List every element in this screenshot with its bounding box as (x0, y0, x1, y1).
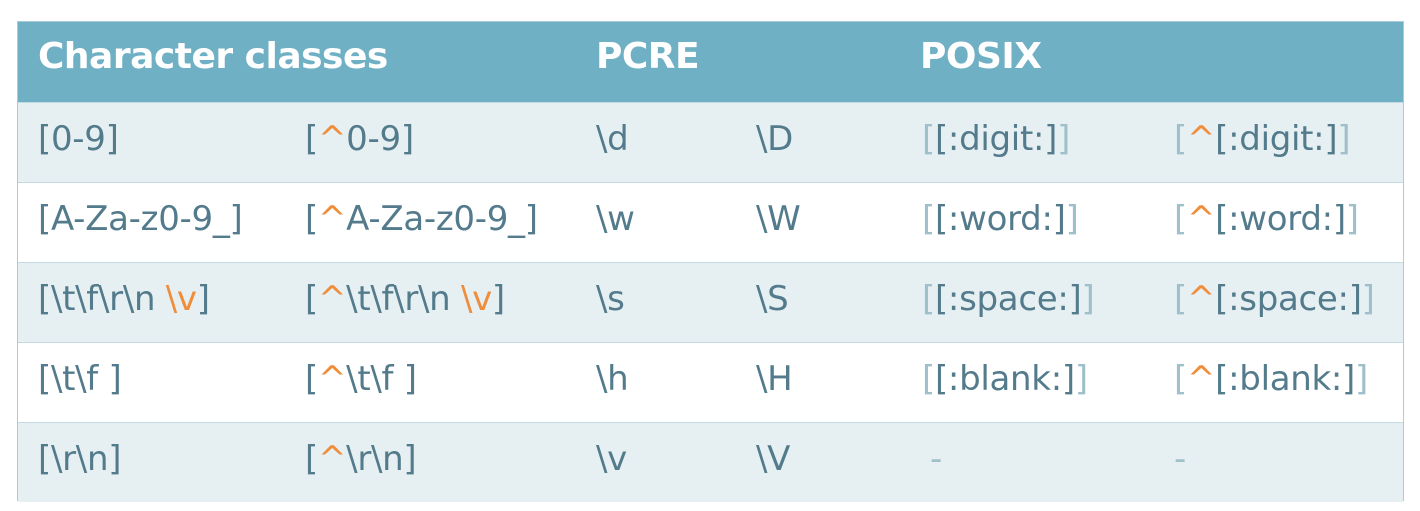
table-row: [\t\f ] [^\t\f ] \h \H [[:blank:]] [^[:b… (18, 342, 1403, 422)
negated-class-cell: [^\t\f ] (305, 359, 417, 399)
posix-negated-cell: [^[:space:]] (1174, 279, 1375, 319)
caret: ^ (1186, 199, 1216, 239)
caret: ^ (1186, 359, 1216, 399)
pcre-cell: \v (596, 439, 627, 479)
posix-negated-cell: [^[:blank:]] (1174, 359, 1368, 399)
header-pcre: PCRE (596, 36, 700, 77)
caret: ^ (1186, 279, 1216, 319)
caret: ^ (317, 359, 347, 399)
posix-negated-cell: [^[:digit:]] (1174, 119, 1351, 159)
negated-class-cell: [^\r\n] (305, 439, 417, 479)
pcre-cell: \h (596, 359, 629, 399)
pcre-negated-cell: \V (756, 439, 791, 479)
character-classes-table: Character classes PCRE POSIX [0-9] [^0-9… (17, 21, 1404, 502)
table-row: [0-9] [^0-9] \d \D [[:digit:]] [^[:digit… (18, 102, 1403, 182)
posix-cell: [[:word:]] (922, 199, 1079, 239)
caret: ^ (317, 439, 347, 479)
pcre-cell: \w (596, 199, 635, 239)
negated-class-cell: [^0-9] (305, 119, 414, 159)
negated-class-cell: [^\t\f\r\n \v] (305, 279, 505, 319)
pcre-negated-cell: \W (756, 199, 801, 239)
vertical-whitespace-accent: \v (460, 279, 492, 319)
class-cell: [A-Za-z0-9_] (38, 199, 243, 239)
pcre-negated-cell: \S (756, 279, 789, 319)
class-cell: [\t\f ] (38, 359, 122, 399)
posix-cell: [[:digit:]] (922, 119, 1071, 159)
pcre-cell: \d (596, 119, 629, 159)
table-header: Character classes PCRE POSIX (18, 22, 1403, 102)
table-row: [A-Za-z0-9_] [^A-Za-z0-9_] \w \W [[:word… (18, 182, 1403, 262)
posix-negated-empty-dash: - (1174, 439, 1186, 479)
pcre-negated-cell: \D (756, 119, 794, 159)
posix-negated-cell: [^[:word:]] (1174, 199, 1359, 239)
posix-cell: [[:blank:]] (922, 359, 1088, 399)
class-cell: [0-9] (38, 119, 119, 159)
class-cell: [\t\f\r\n \v] (38, 279, 210, 319)
negated-class-cell: [^A-Za-z0-9_] (305, 199, 538, 239)
vertical-whitespace-accent: \v (165, 279, 197, 319)
class-cell: [\r\n] (38, 439, 122, 479)
caret: ^ (1186, 119, 1216, 159)
table-row: [\t\f\r\n \v] [^\t\f\r\n \v] \s \S [[:sp… (18, 262, 1403, 342)
header-posix: POSIX (920, 36, 1042, 77)
header-character-classes: Character classes (38, 36, 388, 77)
caret: ^ (317, 279, 347, 319)
pcre-negated-cell: \H (756, 359, 793, 399)
posix-cell: [[:space:]] (922, 279, 1095, 319)
posix-empty-dash: - (930, 439, 942, 479)
table-row: [\r\n] [^\r\n] \v \V - - (18, 422, 1403, 502)
pcre-cell: \s (596, 279, 625, 319)
caret: ^ (317, 119, 347, 159)
caret: ^ (317, 199, 347, 239)
